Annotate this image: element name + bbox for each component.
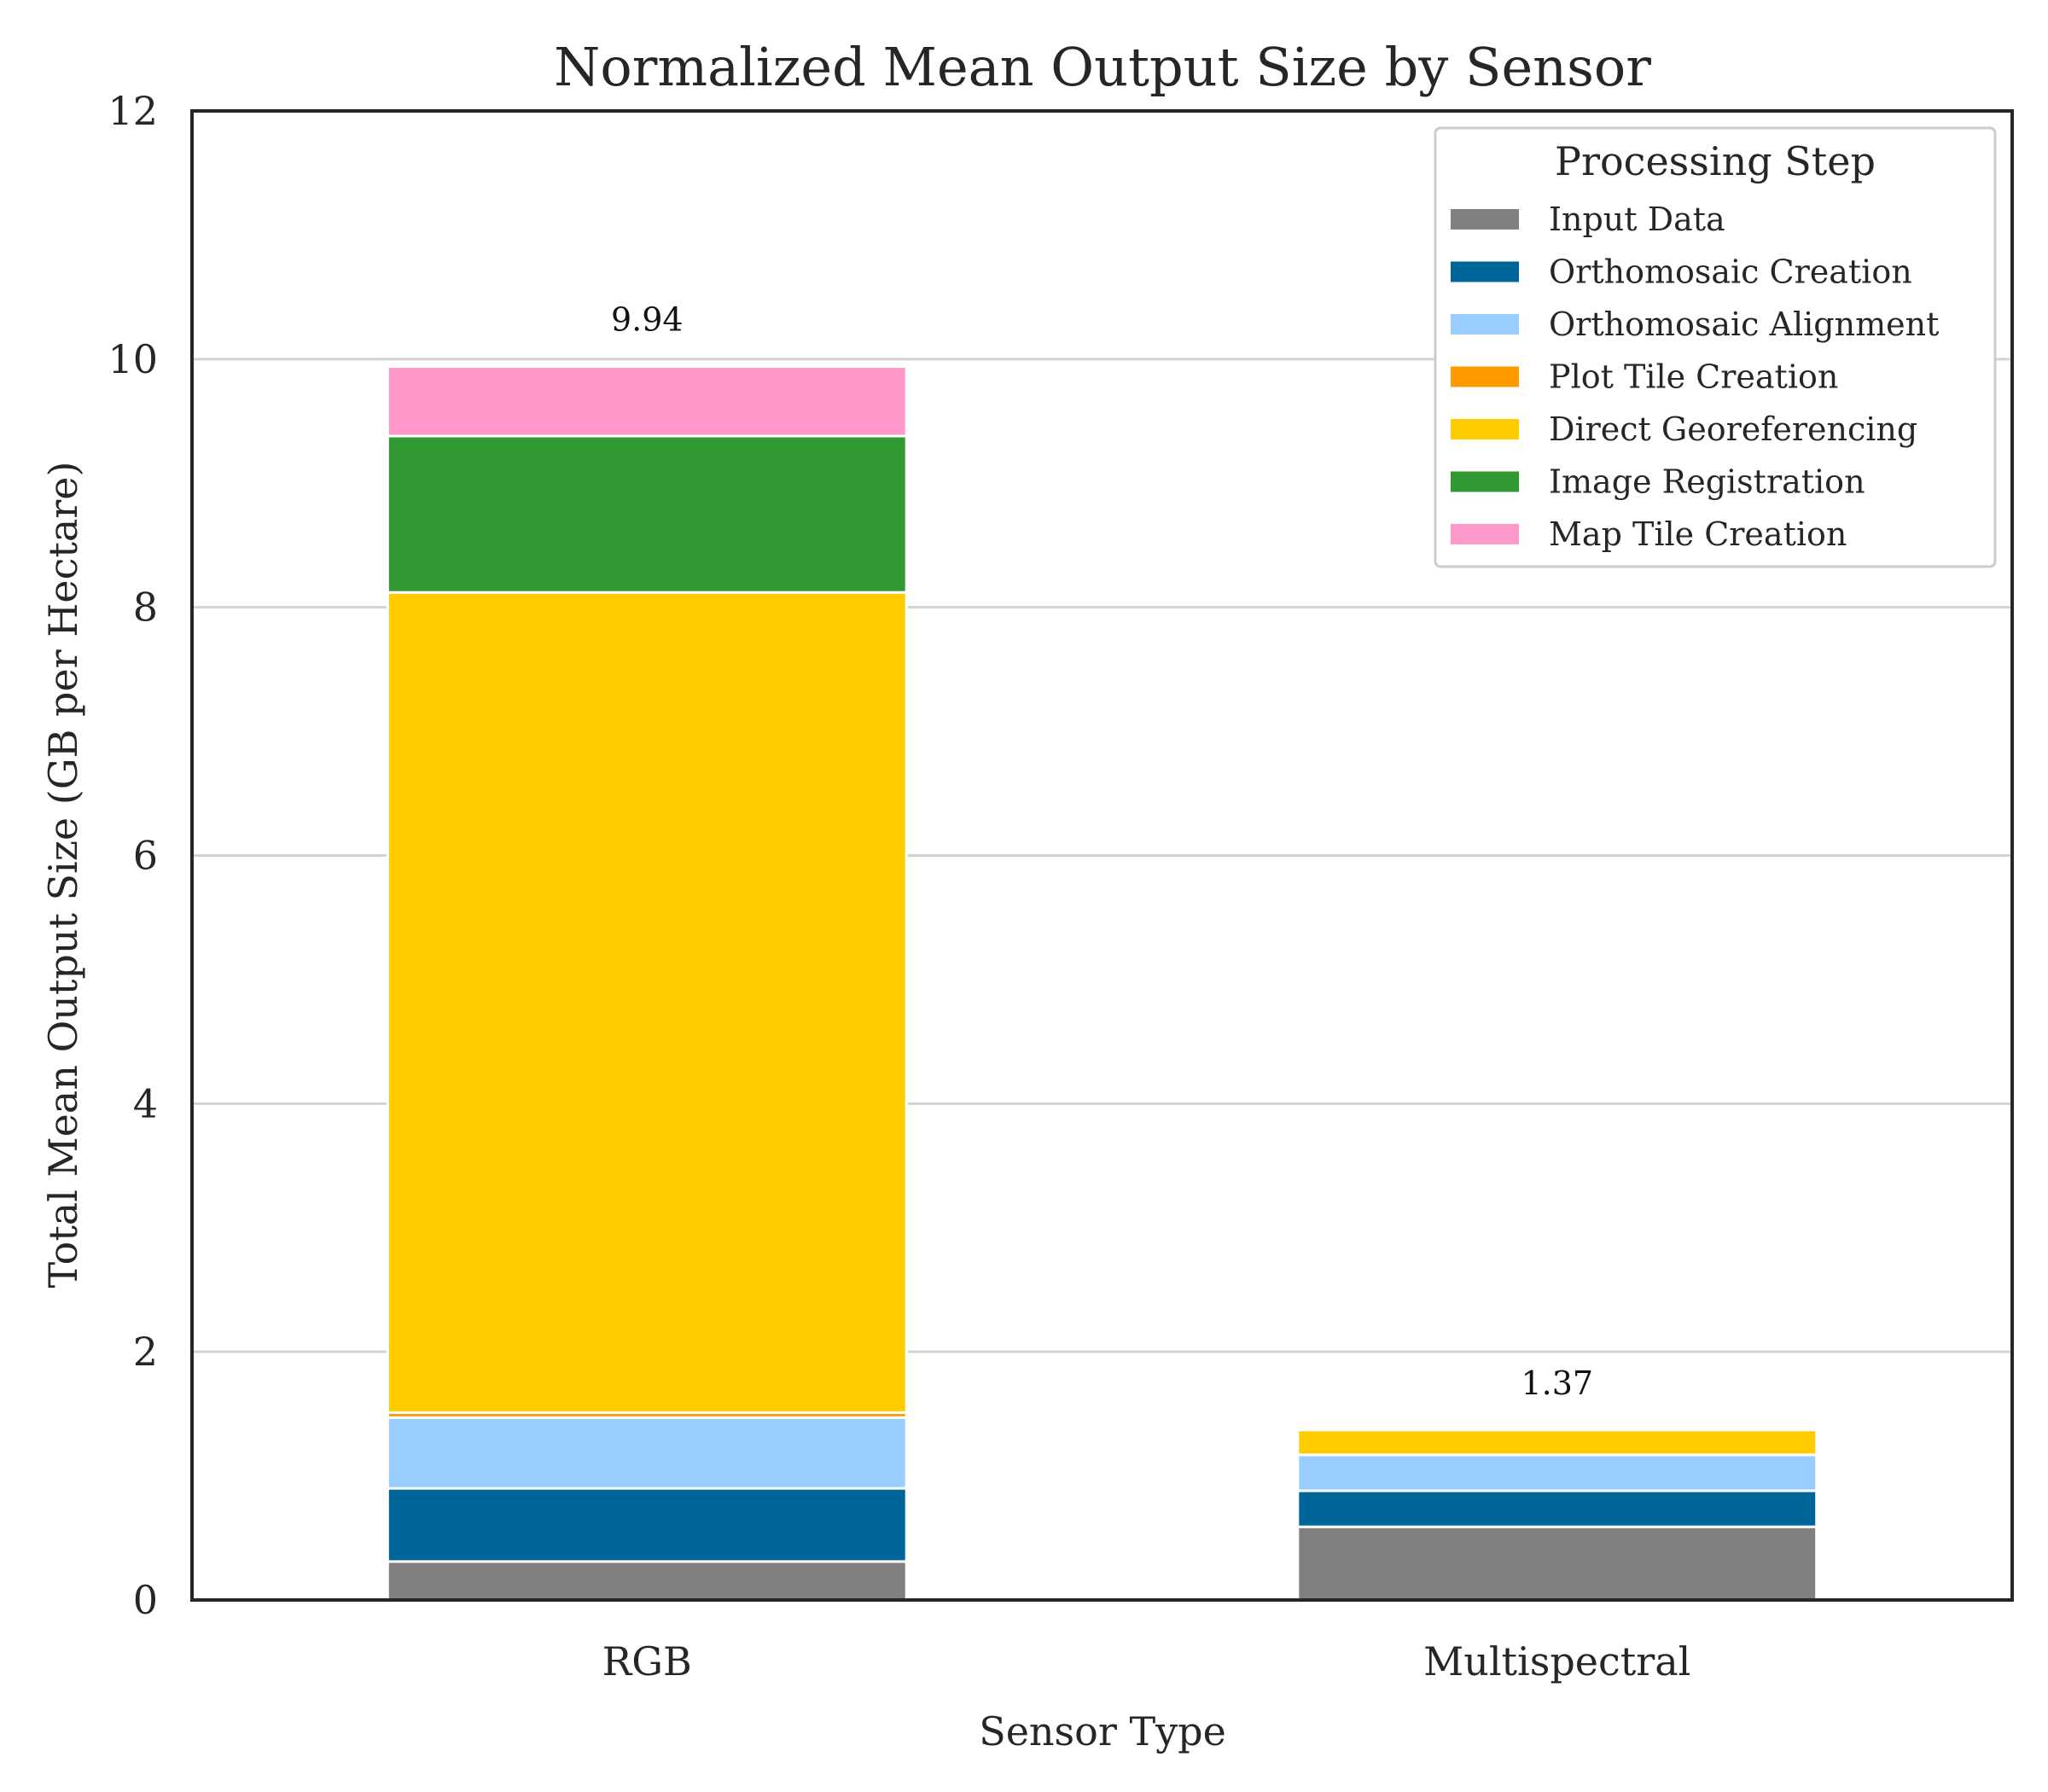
- legend-swatch: [1451, 471, 1519, 492]
- y-tick-labels: 0 2 4 6 8 10 12: [108, 88, 158, 1623]
- legend-label: Map Tile Creation: [1549, 515, 1847, 553]
- y-axis-label: Total Mean Output Size (GB per Hectare): [40, 462, 86, 1289]
- legend-label: Plot Tile Creation: [1549, 358, 1838, 396]
- legend-box: [1434, 126, 1997, 568]
- y-tick-label: 0: [133, 1577, 158, 1623]
- x-tick-label: Multispectral: [1423, 1638, 1690, 1684]
- bar-segment: [386, 1560, 908, 1602]
- y-tick-label: 8: [133, 585, 158, 631]
- bars: [386, 365, 1818, 1602]
- legend-swatch: [1451, 209, 1519, 230]
- legend-items: Input Data Orthomosaic Creation Orthomosai…: [1451, 201, 1939, 553]
- legend: Processing Step Input Data Orthomosaic Cr…: [1434, 126, 1997, 568]
- bar-segment: [1296, 1525, 1818, 1602]
- legend-swatch: [1451, 261, 1519, 282]
- total-label: 9.94: [611, 301, 684, 339]
- legend-label: Direct Georeferencing: [1549, 410, 1917, 448]
- bar-segment: [386, 365, 908, 438]
- x-tick-labels: RGB Multispectral: [602, 1638, 1691, 1684]
- bar-segment: [386, 1487, 908, 1563]
- y-tick-label: 6: [133, 833, 158, 879]
- bar-segment: [1296, 1428, 1818, 1457]
- bar-segment: [386, 591, 908, 1414]
- y-tick-label: 12: [108, 88, 158, 134]
- legend-label: Image Registration: [1549, 463, 1865, 501]
- chart-title: Normalized Mean Output Size by Sensor: [554, 36, 1651, 98]
- bar-segment: [386, 1416, 908, 1490]
- total-label: 1.37: [1521, 1364, 1593, 1402]
- total-labels: 9.94 1.37: [611, 301, 1593, 1402]
- legend-swatch: [1451, 419, 1519, 439]
- x-axis-label: Sensor Type: [979, 1708, 1226, 1754]
- legend-title: Processing Step: [1555, 138, 1876, 184]
- legend-swatch: [1451, 366, 1519, 387]
- x-tick-label: RGB: [602, 1638, 692, 1684]
- legend-label: Orthomosaic Creation: [1549, 253, 1912, 291]
- bar-segment: [386, 434, 908, 594]
- bar-segment: [1296, 1489, 1818, 1528]
- bar-segment: [1296, 1453, 1818, 1492]
- y-tick-label: 2: [133, 1329, 158, 1375]
- plot-frame: [190, 109, 2014, 1602]
- legend-label: Input Data: [1549, 201, 1725, 238]
- legend-swatch: [1451, 524, 1519, 544]
- y-tick-label: 10: [108, 336, 158, 382]
- legend-swatch: [1451, 314, 1519, 335]
- y-tick-label: 4: [133, 1080, 158, 1126]
- legend-label: Orthomosaic Alignment: [1549, 305, 1939, 343]
